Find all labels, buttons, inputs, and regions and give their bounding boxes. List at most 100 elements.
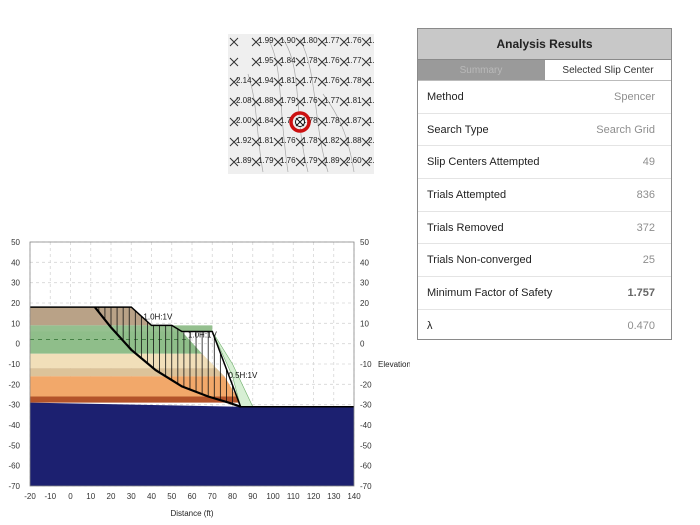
factor-of-safety-label: 1.78 bbox=[302, 136, 318, 145]
slip-center-marker[interactable] bbox=[251, 37, 261, 47]
slip-center-marker[interactable] bbox=[361, 77, 371, 87]
y-tick-label-right: 0 bbox=[360, 340, 365, 349]
contour-line bbox=[299, 38, 329, 173]
slip-center-marker[interactable] bbox=[317, 57, 327, 67]
slip-center-marker[interactable] bbox=[317, 157, 327, 167]
slip-center-marker[interactable] bbox=[361, 97, 371, 107]
x-tick-label: 90 bbox=[248, 492, 257, 501]
layer-cream bbox=[30, 353, 217, 369]
slip-center-marker[interactable] bbox=[229, 57, 239, 67]
slip-center-marker[interactable] bbox=[273, 137, 283, 147]
layer-green-dashed bbox=[30, 331, 203, 354]
slope-label: 0.5H:1V bbox=[228, 371, 258, 380]
slip-center-marker[interactable] bbox=[229, 157, 239, 167]
tab-summary[interactable]: Summary bbox=[418, 60, 544, 80]
y-axis-title-right: Elevation (ft) bbox=[378, 360, 410, 369]
slip-center-marker[interactable] bbox=[273, 77, 283, 87]
slip-center-marker[interactable] bbox=[361, 137, 371, 147]
result-label: Method bbox=[427, 90, 464, 103]
slip-center-marker[interactable] bbox=[295, 57, 305, 67]
result-label: Minimum Factor of Safety bbox=[427, 286, 553, 299]
slip-center-marker[interactable] bbox=[295, 97, 305, 107]
factor-of-safety-label: 1.76 bbox=[280, 136, 296, 145]
slip-center-marker[interactable] bbox=[339, 57, 349, 67]
slip-center-marker[interactable] bbox=[273, 37, 283, 47]
x-tick-label: 130 bbox=[327, 492, 341, 501]
factor-of-safety-label: 1.92 bbox=[236, 136, 252, 145]
x-tick-label: 10 bbox=[86, 492, 95, 501]
slip-center-marker[interactable] bbox=[295, 77, 305, 87]
slip-center-marker[interactable] bbox=[295, 137, 305, 147]
factor-of-safety-label: 1.78 bbox=[302, 56, 318, 65]
slip-center-marker[interactable] bbox=[251, 77, 261, 87]
y-tick-label-right: -70 bbox=[360, 482, 372, 491]
slip-center-marker[interactable] bbox=[317, 137, 327, 147]
plot-frame bbox=[29, 241, 355, 487]
slip-center-marker[interactable] bbox=[251, 117, 261, 127]
selected-slip-center-cross bbox=[296, 118, 304, 126]
slip-center-marker[interactable] bbox=[273, 57, 283, 67]
slip-center-marker[interactable] bbox=[273, 117, 283, 127]
result-row-search-type: Search Type Search Grid bbox=[418, 114, 671, 147]
result-value: Spencer bbox=[614, 90, 655, 103]
y-tick-label-left: 20 bbox=[11, 299, 20, 308]
slip-center-marker[interactable] bbox=[317, 97, 327, 107]
slip-center-marker[interactable] bbox=[229, 97, 239, 107]
slip-center-marker[interactable] bbox=[317, 117, 327, 127]
slip-center-marker[interactable] bbox=[273, 97, 283, 107]
slip-center-marker[interactable] bbox=[251, 57, 261, 67]
results-tab-bar: Summary Selected Slip Center bbox=[418, 60, 671, 81]
factor-of-safety-label: 1.78 bbox=[346, 76, 362, 85]
contour-line bbox=[322, 93, 355, 173]
slip-center-marker[interactable] bbox=[251, 157, 261, 167]
factor-of-safety-label: 1.82 bbox=[324, 136, 340, 145]
slip-center-grid[interactable]: 1.99 1.90 1.80 1.77 1.76 1.79 1.95 1.84 1.78 1.76… bbox=[228, 34, 374, 174]
y-tick-label-right: 30 bbox=[360, 279, 369, 288]
layer-navy bbox=[30, 402, 354, 486]
tab-selected-slip-center[interactable]: Selected Slip Center bbox=[544, 60, 671, 80]
slip-center-marker[interactable] bbox=[317, 77, 327, 87]
factor-of-safety-label: 2.00 bbox=[236, 116, 252, 125]
slip-center-marker[interactable] bbox=[339, 77, 349, 87]
slip-center-marker[interactable] bbox=[229, 117, 239, 127]
result-label: Trials Removed bbox=[427, 221, 504, 234]
slip-center-marker[interactable] bbox=[339, 157, 349, 167]
slip-center-marker[interactable] bbox=[295, 37, 305, 47]
slip-center-marker[interactable] bbox=[229, 77, 239, 87]
slip-center-marker[interactable] bbox=[339, 97, 349, 107]
x-axis-title: Distance (ft) bbox=[170, 509, 213, 518]
result-label: Search Type bbox=[427, 123, 489, 136]
x-tick-label: 80 bbox=[228, 492, 237, 501]
factor-of-safety-label: 1.77 bbox=[302, 76, 318, 85]
slip-center-marker[interactable] bbox=[361, 37, 371, 47]
y-tick-label-right: -50 bbox=[360, 441, 372, 450]
y-tick-label-right: 20 bbox=[360, 299, 369, 308]
factor-of-safety-label: 1.99 bbox=[258, 36, 274, 45]
slip-center-marker[interactable] bbox=[339, 37, 349, 47]
slip-center-marker[interactable] bbox=[295, 157, 305, 167]
y-tick-label-left: -50 bbox=[8, 441, 20, 450]
slip-center-marker[interactable] bbox=[361, 157, 371, 167]
factor-of-safety-label: 1.79 bbox=[258, 156, 274, 165]
slip-center-marker[interactable] bbox=[339, 117, 349, 127]
slip-center-marker[interactable] bbox=[361, 57, 371, 67]
slip-center-marker[interactable] bbox=[317, 37, 327, 47]
contour-line bbox=[247, 73, 264, 173]
y-tick-label-left: -60 bbox=[8, 462, 20, 471]
factor-of-safety-label: 2.47 bbox=[368, 136, 374, 145]
layer-orange bbox=[30, 376, 237, 397]
slip-center-marker[interactable] bbox=[251, 137, 261, 147]
slip-center-marker[interactable] bbox=[229, 137, 239, 147]
y-tick-label-left: 50 bbox=[11, 238, 20, 247]
factor-of-safety-label: 1.79 bbox=[368, 36, 374, 45]
slip-center-marker[interactable] bbox=[273, 157, 283, 167]
factor-of-safety-label: 1.85 bbox=[368, 76, 374, 85]
y-tick-label-right: -60 bbox=[360, 462, 372, 471]
selected-slip-center-ring[interactable] bbox=[289, 111, 311, 133]
slip-center-marker[interactable] bbox=[361, 117, 371, 127]
factor-of-safety-label: 1.79 bbox=[280, 96, 296, 105]
slip-center-marker[interactable] bbox=[339, 137, 349, 147]
slip-center-marker[interactable] bbox=[251, 97, 261, 107]
factor-of-safety-label: 1.89 bbox=[236, 156, 252, 165]
slip-center-marker[interactable] bbox=[229, 37, 239, 47]
